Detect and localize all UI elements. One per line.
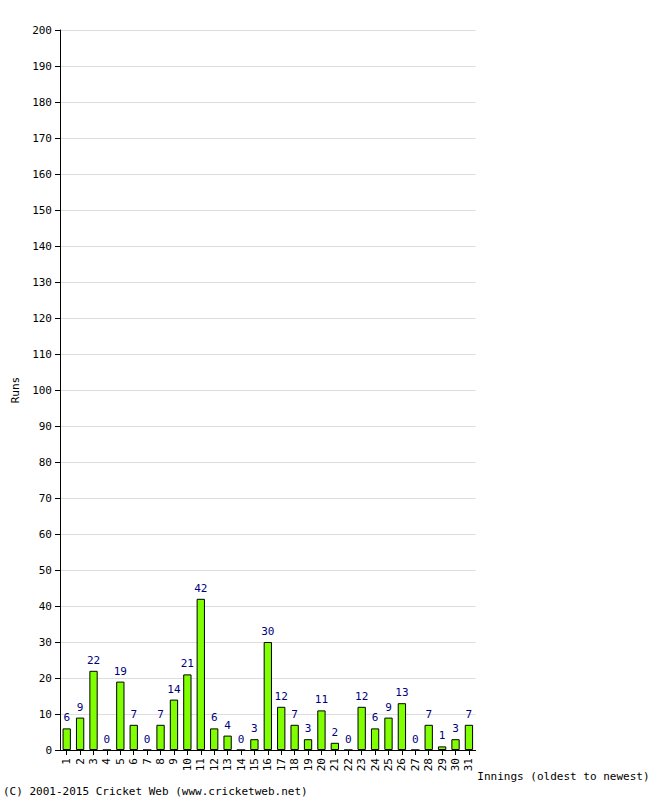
svg-text:13: 13 [395,686,408,699]
svg-text:29: 29 [436,758,449,771]
svg-text:12: 12 [208,758,221,771]
svg-text:9: 9 [385,701,392,714]
svg-text:7: 7 [466,708,473,721]
svg-text:200: 200 [32,24,52,37]
svg-text:190: 190 [32,60,52,73]
svg-text:130: 130 [32,276,52,289]
svg-text:100: 100 [32,384,52,397]
svg-text:7: 7 [425,708,432,721]
svg-text:50: 50 [39,564,52,577]
svg-text:11: 11 [194,758,207,771]
svg-text:28: 28 [422,758,435,771]
svg-text:16: 16 [261,758,274,771]
svg-text:120: 120 [32,312,52,325]
svg-text:26: 26 [395,758,408,771]
svg-text:11: 11 [315,693,328,706]
svg-text:22: 22 [342,758,355,771]
svg-text:30: 30 [261,625,274,638]
svg-text:20: 20 [39,672,52,685]
svg-text:12: 12 [275,690,288,703]
svg-text:31: 31 [462,758,475,771]
svg-text:7: 7 [130,708,137,721]
svg-text:1: 1 [439,729,446,742]
svg-text:140: 140 [32,240,52,253]
svg-text:3: 3 [251,722,258,735]
svg-text:70: 70 [39,492,52,505]
svg-text:110: 110 [32,348,52,361]
svg-text:3: 3 [87,758,100,765]
svg-text:7: 7 [291,708,298,721]
svg-text:42: 42 [194,582,207,595]
svg-text:4: 4 [224,719,231,732]
svg-text:27: 27 [409,758,422,771]
svg-text:0: 0 [412,733,419,746]
svg-text:9: 9 [77,701,84,714]
svg-text:0: 0 [104,733,111,746]
svg-text:Innings (oldest to newest): Innings (oldest to newest) [477,770,649,783]
svg-text:20: 20 [315,758,328,771]
svg-text:3: 3 [452,722,459,735]
svg-text:0: 0 [144,733,151,746]
svg-text:(C) 2001-2015 Cricket Web (www: (C) 2001-2015 Cricket Web (www.cricketwe… [3,785,308,798]
svg-text:14: 14 [167,683,181,696]
svg-text:60: 60 [39,528,52,541]
svg-text:90: 90 [39,420,52,433]
svg-text:10: 10 [39,708,52,721]
svg-text:9: 9 [167,758,180,765]
svg-text:150: 150 [32,204,52,217]
svg-text:2: 2 [332,726,339,739]
svg-text:18: 18 [288,758,301,771]
svg-text:40: 40 [39,600,52,613]
svg-text:30: 30 [39,636,52,649]
svg-text:12: 12 [355,690,368,703]
svg-text:13: 13 [221,758,234,771]
svg-text:7: 7 [157,708,164,721]
svg-text:170: 170 [32,132,52,145]
svg-text:8: 8 [154,758,167,765]
svg-text:23: 23 [355,758,368,771]
svg-text:15: 15 [248,758,261,771]
svg-text:22: 22 [87,654,100,667]
svg-text:1: 1 [60,758,73,765]
svg-text:2: 2 [74,758,87,765]
svg-text:Runs: Runs [9,377,22,404]
svg-text:19: 19 [302,758,315,771]
svg-text:0: 0 [238,733,245,746]
svg-text:6: 6 [63,711,70,724]
svg-text:21: 21 [328,758,341,771]
svg-text:180: 180 [32,96,52,109]
svg-text:14: 14 [235,758,248,772]
svg-text:6: 6 [372,711,379,724]
svg-text:7: 7 [141,758,154,765]
svg-text:19: 19 [114,665,127,678]
svg-text:0: 0 [345,733,352,746]
svg-text:6: 6 [127,758,140,765]
svg-text:25: 25 [382,758,395,771]
svg-text:6: 6 [211,711,218,724]
svg-text:0: 0 [45,744,52,757]
svg-text:10: 10 [181,758,194,771]
svg-text:30: 30 [449,758,462,771]
svg-text:21: 21 [181,657,194,670]
svg-text:5: 5 [114,758,127,765]
svg-text:17: 17 [275,758,288,771]
svg-text:3: 3 [305,722,312,735]
svg-text:24: 24 [369,758,382,772]
svg-text:160: 160 [32,168,52,181]
svg-text:80: 80 [39,456,52,469]
svg-text:4: 4 [100,758,113,765]
